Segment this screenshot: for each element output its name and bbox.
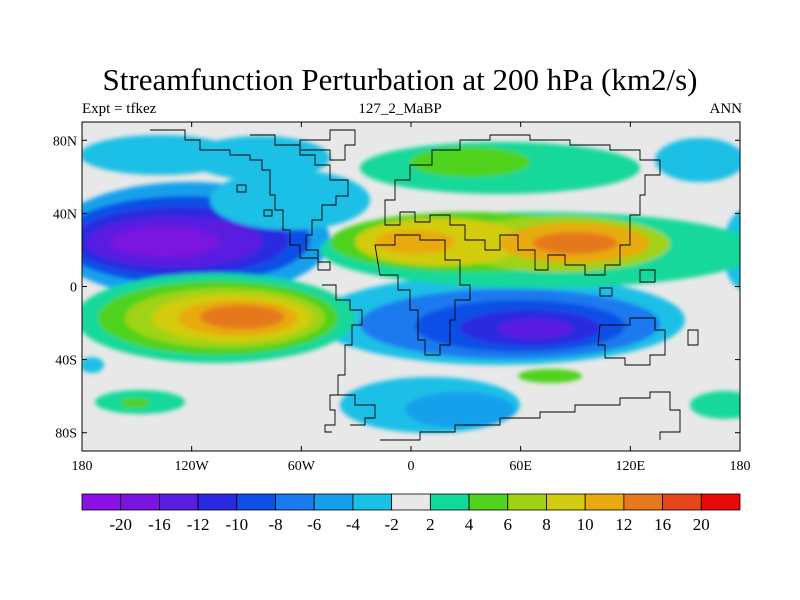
colorbar-swatch	[429, 493, 470, 511]
colorbar-label: -12	[187, 515, 210, 534]
coastline-south-america	[322, 284, 363, 433]
colorbar-swatch	[159, 493, 199, 511]
lon-tick-label: 0	[408, 459, 415, 474]
colorbar-label: -6	[307, 515, 321, 534]
lat-tick-label: 40S	[55, 354, 77, 369]
colorbar-swatch	[313, 493, 354, 511]
lon-tick-label: 120E	[616, 459, 646, 474]
lat-tick-label: 80N	[53, 134, 77, 149]
coastline-australia	[597, 317, 666, 366]
colorbar-label: 20	[693, 515, 710, 534]
colorbar-swatch	[507, 493, 547, 511]
coastline-africa	[374, 234, 471, 356]
coastline-antarctica	[380, 391, 681, 441]
colorbar-label: 4	[465, 515, 474, 534]
positive-band-northern-subtropics	[320, 142, 740, 288]
colorbar-swatch	[662, 493, 702, 511]
negative-lobe-south-indian	[315, 275, 685, 365]
colorbar-swatch	[81, 493, 122, 511]
lat-tick-label: 80S	[55, 427, 77, 442]
colorbar-label: 16	[654, 515, 671, 534]
coastline-north-america	[150, 129, 349, 271]
experiment-label: Expt = tfkez	[82, 101, 157, 117]
colorbar-label: -16	[148, 515, 171, 534]
positive-lobe-south-pacific	[82, 273, 355, 363]
colorbar-swatch	[584, 493, 625, 511]
lon-tick-label: 60W	[288, 459, 316, 474]
lat-tick-label: 40N	[53, 207, 77, 222]
colorbar-swatch	[391, 493, 431, 511]
colorbar-label: -10	[225, 515, 248, 534]
season-label: ANN	[709, 101, 743, 117]
colorbar-swatch	[197, 493, 238, 511]
negative-blob-south-atlantic	[340, 377, 520, 433]
lat-tick-label: 0	[70, 281, 77, 296]
colorbar-label: 2	[426, 515, 435, 534]
colorbar-label: -8	[268, 515, 282, 534]
colorbar-label: 10	[577, 515, 594, 534]
colorbar-label: 8	[542, 515, 551, 534]
map-panel: 180 120W 60W 0 60E 120E 180 80N 40N 0 40S 80S	[53, 121, 751, 474]
longitude-axis: 180 120W 60W 0 60E 120E 180	[72, 122, 751, 474]
lon-tick-label: 60E	[509, 459, 532, 474]
contour-fill-layer	[82, 135, 740, 433]
coastline-layer	[150, 129, 699, 441]
colorbar-label: -2	[385, 515, 399, 534]
negative-band-arctic	[82, 135, 740, 230]
coastline-islands	[236, 184, 699, 346]
colorbar-swatch	[623, 493, 663, 511]
colorbar-swatch	[546, 493, 586, 511]
latitude-axis: 80N 40N 0 40S 80S	[53, 134, 740, 442]
coastline-antarctic-peninsula	[338, 394, 376, 426]
colorbar-label: 6	[504, 515, 513, 534]
positive-blobs-minor	[95, 369, 740, 419]
colorbar-swatch	[236, 493, 276, 511]
colorbar-label: 12	[615, 515, 632, 534]
lon-tick-label: 180	[730, 459, 751, 474]
case-label: 127_2_MaBP	[358, 101, 442, 117]
coastline-eurasia	[384, 134, 661, 276]
colorbar-swatch	[120, 493, 160, 511]
lon-tick-label: 120W	[175, 459, 210, 474]
colorbar-swatch	[468, 493, 509, 511]
colorbar: -20 -16 -12 -10 -8 -6 -4 -2 2 4 6 8 10 12 16 20	[81, 493, 741, 534]
lon-tick-label: 180	[72, 459, 93, 474]
coastline-greenland	[299, 129, 356, 161]
colorbar-label: -4	[346, 515, 361, 534]
colorbar-swatch	[275, 493, 315, 511]
colorbar-swatch	[700, 493, 741, 511]
colorbar-swatch	[352, 493, 393, 511]
plot-title: Streamfunction Perturbation at 200 hPa (…	[102, 62, 698, 97]
colorbar-label: -20	[109, 515, 132, 534]
